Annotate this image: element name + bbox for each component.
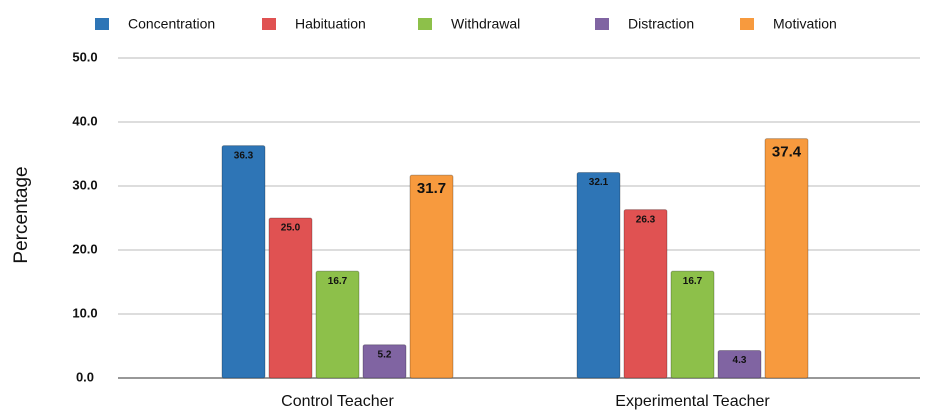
- data-label: 37.4: [772, 144, 802, 161]
- data-label: 25.0: [281, 223, 301, 234]
- bar: [409, 174, 454, 379]
- y-tick-label: 50.0: [72, 49, 97, 64]
- data-label: 5.2: [378, 349, 392, 360]
- legend-swatch: [262, 18, 276, 30]
- y-tick-label: 10.0: [72, 305, 97, 320]
- data-label: 16.7: [328, 276, 348, 287]
- legend-swatch: [418, 18, 432, 30]
- data-label: 16.7: [683, 276, 703, 287]
- legend-label: Motivation: [773, 16, 837, 32]
- legend-swatch: [740, 18, 754, 30]
- y-tick-label: 0.0: [76, 369, 94, 384]
- bar: [362, 344, 407, 379]
- bar: [670, 270, 715, 379]
- bar: [764, 138, 809, 379]
- y-axis-title: Percentage: [11, 166, 32, 263]
- y-tick-label: 30.0: [72, 177, 97, 192]
- bar: [315, 270, 360, 379]
- legend-swatch: [595, 18, 609, 30]
- legend-label: Habituation: [295, 16, 366, 32]
- x-tick-label: Experimental Teacher: [615, 393, 770, 410]
- y-tick-label: 40.0: [72, 113, 97, 128]
- data-label: 31.7: [417, 180, 446, 197]
- bar: [623, 209, 668, 379]
- y-tick-label: 20.0: [72, 241, 97, 256]
- legend-label: Distraction: [628, 16, 694, 32]
- data-label: 32.1: [589, 177, 609, 188]
- data-label: 26.3: [636, 214, 656, 225]
- bar: [576, 172, 621, 379]
- legend-swatch: [95, 18, 109, 30]
- data-label: 36.3: [234, 150, 254, 161]
- bar: [268, 217, 313, 379]
- bar: [717, 349, 762, 379]
- data-label: 4.3: [733, 355, 747, 366]
- x-tick-label: Control Teacher: [281, 393, 394, 410]
- legend-label: Concentration: [128, 16, 215, 32]
- legend-label: Withdrawal: [451, 16, 520, 32]
- bar: [221, 145, 266, 379]
